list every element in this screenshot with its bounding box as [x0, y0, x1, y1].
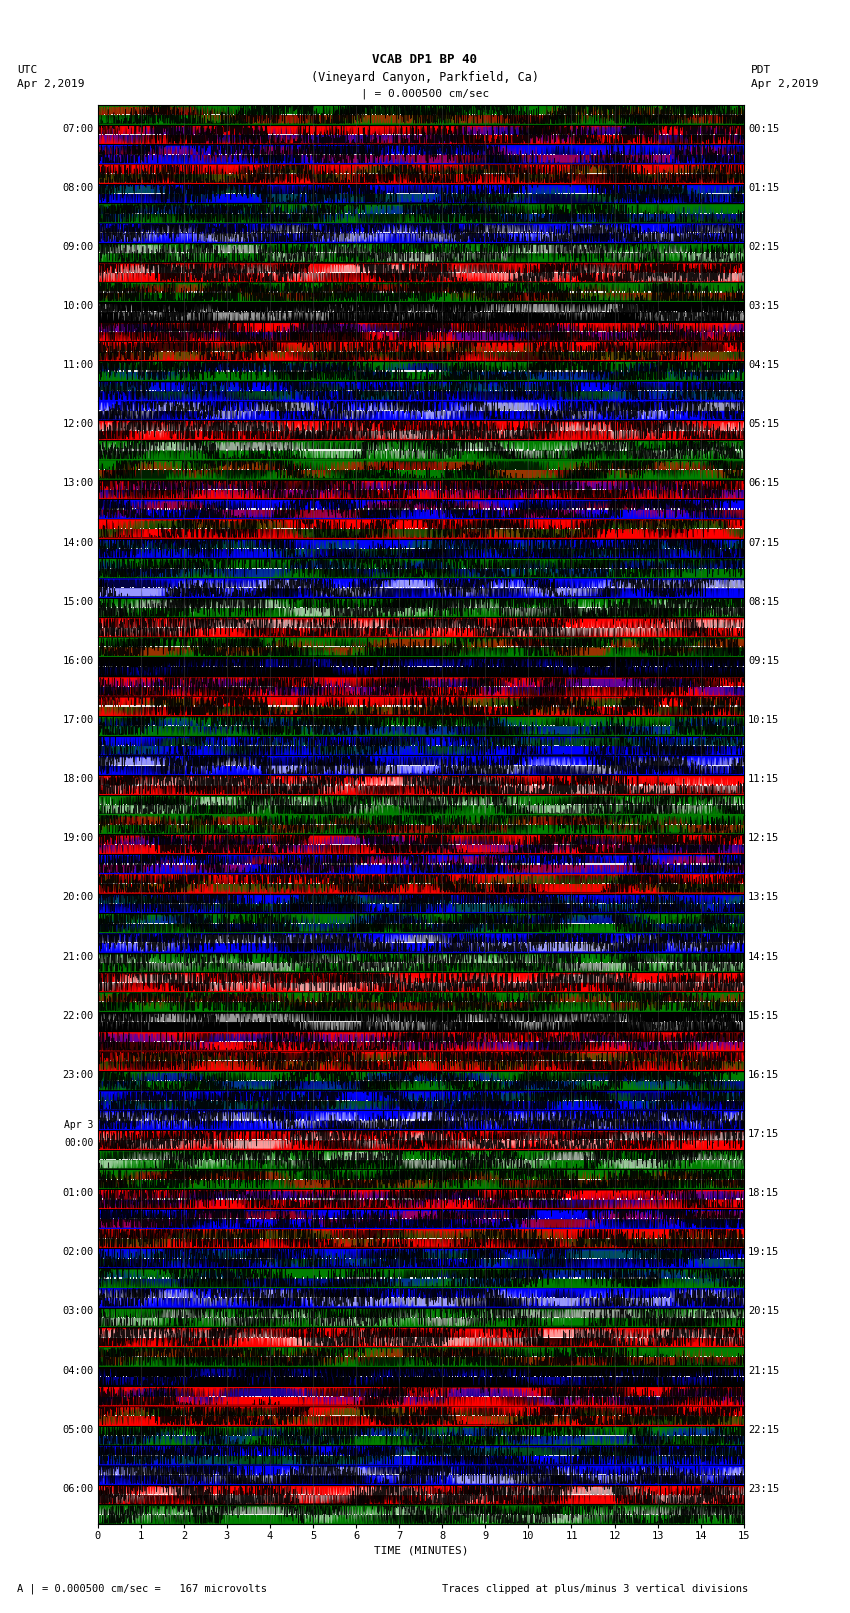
Text: 07:15: 07:15 [748, 537, 779, 547]
Text: 20:00: 20:00 [62, 892, 94, 902]
Text: 05:15: 05:15 [748, 419, 779, 429]
Text: 23:00: 23:00 [62, 1069, 94, 1079]
Text: 11:00: 11:00 [62, 360, 94, 369]
Text: 09:00: 09:00 [62, 242, 94, 252]
Text: 00:00: 00:00 [64, 1137, 94, 1148]
Text: 20:15: 20:15 [748, 1307, 779, 1316]
Text: 08:15: 08:15 [748, 597, 779, 606]
Text: 16:15: 16:15 [748, 1069, 779, 1079]
Text: Apr 2,2019: Apr 2,2019 [17, 79, 84, 89]
Text: 00:15: 00:15 [748, 124, 779, 134]
Text: 23:15: 23:15 [748, 1484, 779, 1494]
Text: 19:15: 19:15 [748, 1247, 779, 1257]
Text: 06:00: 06:00 [62, 1484, 94, 1494]
Text: 02:00: 02:00 [62, 1247, 94, 1257]
Text: 08:00: 08:00 [62, 182, 94, 192]
Text: 10:00: 10:00 [62, 302, 94, 311]
Text: 18:00: 18:00 [62, 774, 94, 784]
Text: 14:15: 14:15 [748, 952, 779, 961]
Text: (Vineyard Canyon, Parkfield, Ca): (Vineyard Canyon, Parkfield, Ca) [311, 71, 539, 84]
Text: 13:15: 13:15 [748, 892, 779, 902]
Text: 06:15: 06:15 [748, 479, 779, 489]
Text: UTC: UTC [17, 65, 37, 74]
Text: PDT: PDT [751, 65, 771, 74]
Text: 09:15: 09:15 [748, 656, 779, 666]
Text: 02:15: 02:15 [748, 242, 779, 252]
Text: 22:00: 22:00 [62, 1011, 94, 1021]
Text: Apr 2,2019: Apr 2,2019 [751, 79, 818, 89]
Text: Apr 3: Apr 3 [64, 1119, 94, 1131]
Text: 10:15: 10:15 [748, 715, 779, 724]
Text: 01:15: 01:15 [748, 182, 779, 192]
Text: 13:00: 13:00 [62, 479, 94, 489]
Text: 17:00: 17:00 [62, 715, 94, 724]
Text: 17:15: 17:15 [748, 1129, 779, 1139]
Text: 01:00: 01:00 [62, 1189, 94, 1198]
Text: 18:15: 18:15 [748, 1189, 779, 1198]
Text: 03:15: 03:15 [748, 302, 779, 311]
Text: 04:15: 04:15 [748, 360, 779, 369]
Text: 15:00: 15:00 [62, 597, 94, 606]
Text: 21:15: 21:15 [748, 1366, 779, 1376]
Text: TIME (MINUTES): TIME (MINUTES) [373, 1545, 468, 1555]
Text: 15:15: 15:15 [748, 1011, 779, 1021]
Text: Traces clipped at plus/minus 3 vertical divisions: Traces clipped at plus/minus 3 vertical … [442, 1584, 748, 1594]
Text: | = 0.000500 cm/sec: | = 0.000500 cm/sec [361, 89, 489, 100]
Text: 07:00: 07:00 [62, 124, 94, 134]
Text: 04:00: 04:00 [62, 1366, 94, 1376]
Text: 16:00: 16:00 [62, 656, 94, 666]
Text: 19:00: 19:00 [62, 834, 94, 844]
Text: A | = 0.000500 cm/sec =   167 microvolts: A | = 0.000500 cm/sec = 167 microvolts [17, 1582, 267, 1594]
Text: 14:00: 14:00 [62, 537, 94, 547]
Text: 05:00: 05:00 [62, 1424, 94, 1434]
Text: 11:15: 11:15 [748, 774, 779, 784]
Text: 12:00: 12:00 [62, 419, 94, 429]
Text: 21:00: 21:00 [62, 952, 94, 961]
Text: VCAB DP1 BP 40: VCAB DP1 BP 40 [372, 53, 478, 66]
Text: 03:00: 03:00 [62, 1307, 94, 1316]
Text: 22:15: 22:15 [748, 1424, 779, 1434]
Text: 12:15: 12:15 [748, 834, 779, 844]
